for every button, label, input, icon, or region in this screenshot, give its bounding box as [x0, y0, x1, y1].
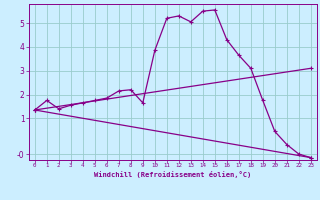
X-axis label: Windchill (Refroidissement éolien,°C): Windchill (Refroidissement éolien,°C): [94, 171, 252, 178]
